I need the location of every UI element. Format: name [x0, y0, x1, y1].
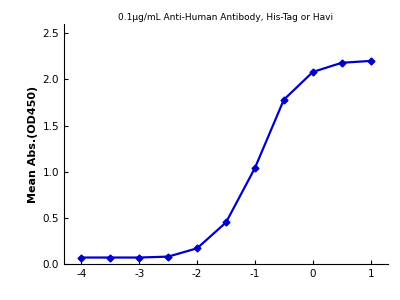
Title: 0.1μg/mL Anti-Human Antibody, His-Tag or Havi: 0.1μg/mL Anti-Human Antibody, His-Tag or…: [118, 13, 334, 22]
Y-axis label: Mean Abs.(OD450): Mean Abs.(OD450): [28, 85, 38, 202]
